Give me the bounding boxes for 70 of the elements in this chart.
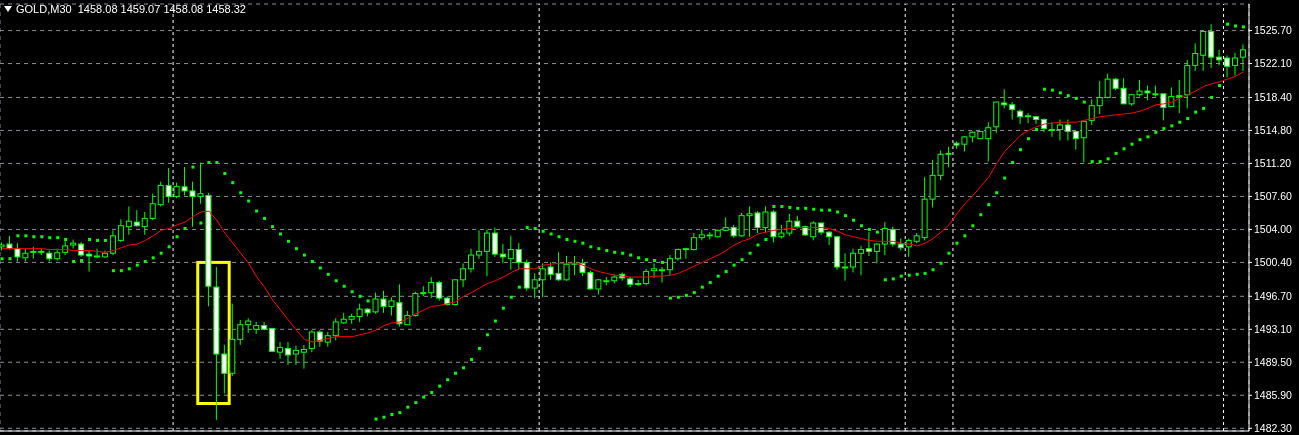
candlestick bbox=[865, 231, 872, 257]
candlestick bbox=[1072, 130, 1079, 151]
candlestick bbox=[332, 317, 339, 341]
candlestick bbox=[468, 248, 475, 273]
candlestick bbox=[292, 345, 299, 366]
candlestick bbox=[94, 248, 101, 259]
candlestick bbox=[70, 238, 77, 250]
y-tick-label: 1514.80 bbox=[1254, 124, 1293, 137]
candlestick bbox=[515, 242, 522, 271]
candlestick bbox=[1192, 42, 1199, 72]
y-tick-label: 1496.70 bbox=[1254, 290, 1293, 303]
candlestick bbox=[1001, 88, 1008, 109]
candlestick bbox=[117, 218, 124, 243]
candlestick bbox=[531, 272, 538, 299]
candlestick bbox=[810, 220, 817, 241]
candlestick bbox=[842, 252, 849, 282]
candlestick bbox=[1231, 52, 1238, 76]
candlestick bbox=[86, 249, 93, 273]
candlestick bbox=[682, 247, 689, 260]
candlestick bbox=[1025, 112, 1032, 124]
y-tick-label: 1500.40 bbox=[1254, 256, 1293, 269]
y-tick-label: 1525.70 bbox=[1254, 24, 1293, 37]
candlestick bbox=[436, 280, 443, 302]
candlestick bbox=[1064, 118, 1071, 142]
candlestick bbox=[237, 319, 244, 346]
candlestick bbox=[125, 206, 132, 236]
candlestick bbox=[483, 228, 490, 277]
candlestick bbox=[850, 248, 857, 273]
candlestick bbox=[857, 245, 864, 276]
candlestick bbox=[428, 276, 435, 299]
candlestick bbox=[499, 243, 506, 264]
candlestick bbox=[635, 279, 642, 287]
candlestick bbox=[1080, 120, 1087, 164]
candlestick bbox=[491, 227, 498, 258]
candlestick bbox=[277, 341, 284, 360]
candlestick bbox=[659, 266, 666, 284]
candlestick bbox=[300, 344, 307, 370]
candlestick bbox=[1048, 121, 1055, 138]
candlestick bbox=[1056, 118, 1063, 142]
y-tick-label: 1485.90 bbox=[1254, 388, 1293, 401]
candlestick bbox=[1239, 43, 1246, 72]
y-tick-label: 1482.30 bbox=[1254, 421, 1293, 434]
candlestick bbox=[985, 121, 992, 163]
candlestick bbox=[666, 254, 673, 276]
candlestick bbox=[1088, 98, 1095, 126]
y-tick-label: 1518.40 bbox=[1254, 91, 1293, 104]
y-tick-label: 1489.50 bbox=[1254, 356, 1293, 368]
y-tick-label: 1522.10 bbox=[1254, 57, 1293, 70]
y-tick-label: 1493.10 bbox=[1254, 323, 1293, 336]
y-tick-label: 1511.20 bbox=[1254, 157, 1292, 170]
candlestick bbox=[285, 341, 291, 366]
candlestick bbox=[1096, 80, 1103, 115]
candlestick bbox=[475, 229, 482, 260]
candlestick bbox=[109, 229, 116, 256]
candlestick bbox=[873, 242, 880, 264]
candlestick bbox=[1017, 108, 1024, 125]
candlestick bbox=[1200, 30, 1207, 72]
candlestick bbox=[141, 211, 148, 236]
chart-title: GOLD,M30 1458.08 1459.07 1458.08 1458.32 bbox=[16, 3, 246, 15]
candlestick bbox=[507, 235, 514, 271]
y-tick-label: 1507.60 bbox=[1254, 190, 1293, 203]
candlestick bbox=[460, 262, 467, 288]
line-series bbox=[1, 71, 1244, 343]
candlestick bbox=[651, 262, 658, 279]
candlestick bbox=[826, 230, 833, 246]
candlestick bbox=[1033, 115, 1040, 125]
candlestick bbox=[881, 221, 888, 256]
y-tick-label: 1504.00 bbox=[1254, 223, 1293, 236]
candlestick bbox=[149, 193, 156, 221]
candlestick bbox=[1176, 79, 1183, 114]
